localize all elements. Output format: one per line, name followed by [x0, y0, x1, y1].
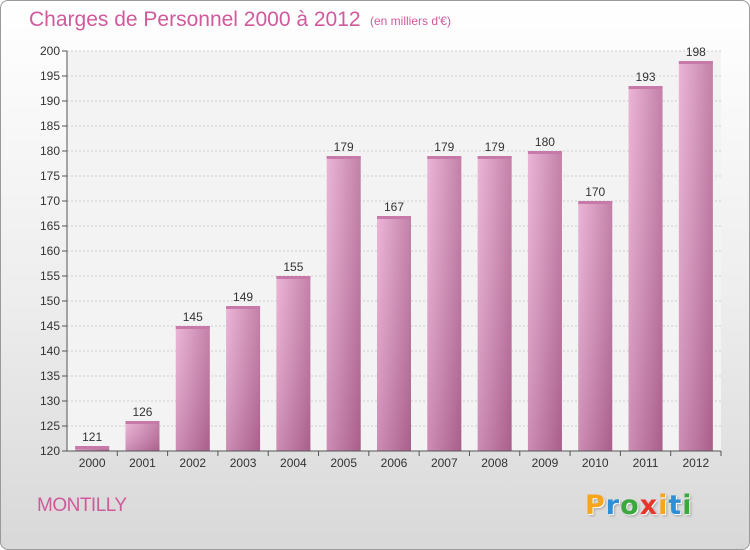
- x-tick-label: 2004: [280, 456, 307, 470]
- x-tick-label: 2003: [230, 456, 257, 470]
- x-tick-label: 2002: [179, 456, 206, 470]
- bar-top: [477, 156, 512, 159]
- y-tick-label: 170: [40, 194, 60, 208]
- logo-letter: t: [668, 490, 683, 521]
- bar-top: [527, 151, 562, 154]
- proxiti-logo: Proxiti: [585, 490, 693, 521]
- x-tick-label: 2006: [381, 456, 408, 470]
- y-tick-label: 200: [40, 44, 60, 58]
- bar-2012: 198: [678, 45, 713, 451]
- bar-shade: [427, 156, 462, 451]
- bar-value-label: 198: [686, 45, 706, 59]
- bar-value-label: 167: [384, 200, 404, 214]
- bar-shade: [226, 306, 261, 451]
- bar-2000: 121: [75, 430, 110, 451]
- bar-shade: [678, 61, 713, 451]
- bar-shade: [477, 156, 512, 451]
- y-tick-label: 120: [40, 444, 60, 458]
- y-tick-label: 185: [40, 119, 60, 133]
- logo-letter: i: [682, 490, 693, 521]
- bar-shade: [276, 276, 311, 451]
- bar-2003: 149: [226, 290, 261, 451]
- y-tick-label: 195: [40, 69, 60, 83]
- y-tick-label: 180: [40, 144, 60, 158]
- logo-letter: o: [620, 490, 640, 521]
- logo-letter: P: [585, 490, 606, 521]
- y-tick-label: 150: [40, 294, 60, 308]
- x-tick-label: 2009: [532, 456, 559, 470]
- bar-2005: 179: [326, 140, 361, 451]
- bar-value-label: 155: [283, 260, 303, 274]
- bar-value-label: 180: [535, 135, 555, 149]
- y-tick-label: 145: [40, 319, 60, 333]
- bar-value-label: 193: [636, 70, 656, 84]
- bar-shade: [326, 156, 361, 451]
- bar-2004: 155: [276, 260, 311, 451]
- logo-letter: r: [605, 490, 621, 521]
- y-tick-label: 135: [40, 369, 60, 383]
- bar-top: [276, 276, 311, 279]
- bar-shade: [527, 151, 562, 451]
- y-tick-label: 125: [40, 419, 60, 433]
- bar-value-label: 170: [585, 185, 605, 199]
- bar-shade: [578, 201, 613, 451]
- bar-top: [75, 446, 110, 449]
- bar-top: [427, 156, 462, 159]
- x-tick-label: 2000: [79, 456, 106, 470]
- y-tick-label: 155: [40, 269, 60, 283]
- bar-2001: 126: [125, 405, 160, 451]
- bar-shade: [125, 421, 160, 451]
- bar-top: [578, 201, 613, 204]
- logo-letter: x: [639, 490, 659, 521]
- bar-top: [377, 216, 411, 219]
- logo-letter: i: [658, 490, 669, 521]
- bar-value-label: 179: [434, 140, 454, 154]
- bar-2009: 180: [527, 135, 562, 451]
- x-tick-label: 2001: [129, 456, 156, 470]
- bar-2002: 145: [175, 310, 210, 451]
- bar-top: [175, 326, 210, 329]
- y-tick-label: 175: [40, 169, 60, 183]
- bar-top: [125, 421, 160, 424]
- bar-value-label: 121: [82, 430, 102, 444]
- y-tick-label: 160: [40, 244, 60, 258]
- bar-top: [628, 86, 663, 89]
- x-tick-label: 2005: [330, 456, 357, 470]
- x-tick-label: 2010: [582, 456, 609, 470]
- bar-value-label: 149: [233, 290, 253, 304]
- bar-2011: 193: [628, 70, 663, 451]
- bar-shade: [377, 216, 411, 451]
- y-tick-label: 140: [40, 344, 60, 358]
- y-tick-label: 130: [40, 394, 60, 408]
- x-tick-label: 2007: [431, 456, 458, 470]
- x-tick-label: 2008: [481, 456, 508, 470]
- bar-value-label: 179: [485, 140, 505, 154]
- bar-shade: [628, 86, 663, 451]
- commune-name: MONTILLY: [37, 495, 127, 516]
- bar-2007: 179: [427, 140, 462, 451]
- bar-top: [226, 306, 261, 309]
- bar-value-label: 145: [183, 310, 203, 324]
- bar-2006: 167: [377, 200, 411, 451]
- x-tick-label: 2011: [633, 456, 659, 470]
- bar-top: [678, 61, 713, 64]
- bar-shade: [175, 326, 210, 451]
- chart-title: Charges de Personnel 2000 à 2012: [29, 8, 361, 31]
- chart-subtitle: (en milliers d'€): [370, 14, 451, 28]
- bar-2010: 170: [578, 185, 613, 451]
- x-tick-label: 2012: [682, 456, 709, 470]
- bar-2008: 179: [477, 140, 512, 451]
- bar-value-label: 126: [132, 405, 152, 419]
- bar-value-label: 179: [334, 140, 354, 154]
- y-tick-label: 165: [40, 219, 60, 233]
- y-tick-label: 190: [40, 94, 60, 108]
- bar-top: [326, 156, 361, 159]
